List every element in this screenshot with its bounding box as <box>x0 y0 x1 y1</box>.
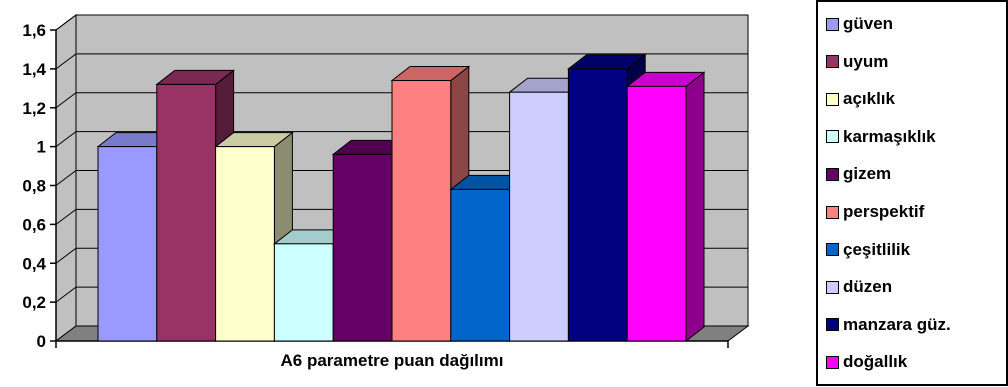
legend-item: uyum <box>826 50 888 74</box>
legend-swatch <box>826 280 839 294</box>
legend-label: doğallık <box>843 352 908 372</box>
legend-item: karmaşıklık <box>826 125 936 149</box>
legend-item: perspektif <box>826 200 924 224</box>
legend-label: güven <box>843 14 894 33</box>
y-tick-label: 1,2 <box>22 99 46 118</box>
y-tick-label: 0,4 <box>22 254 46 273</box>
bar-front <box>509 91 569 342</box>
legend-swatch <box>826 318 839 332</box>
legend-label: karmaşıklık <box>843 126 936 146</box>
legend-label: uyum <box>843 51 889 71</box>
legend-item: manzara güz. <box>826 313 951 337</box>
legend-label: çeşitlilik <box>843 239 911 259</box>
bar-front <box>97 146 158 342</box>
legend-item: düzen <box>826 275 892 299</box>
legend-swatch <box>826 243 839 257</box>
bars <box>96 53 706 343</box>
bar <box>625 71 706 343</box>
legend-label: perspektif <box>843 202 925 221</box>
legend-item: doğallık <box>826 350 907 374</box>
legend-swatch <box>826 17 839 31</box>
legend-item: çeşitlilik <box>826 238 910 262</box>
legend-item: açıklık <box>826 87 895 111</box>
bar-front <box>391 80 452 342</box>
chart-plot: 0 0,2 0,4 0,6 0,8 1 1,2 1,4 1,6 A6 parametre pua… <box>22 14 750 370</box>
legend-swatch <box>826 167 839 181</box>
legend-swatch <box>826 130 839 144</box>
legend-swatch <box>826 92 839 106</box>
y-tick-label: 1,4 <box>22 60 46 79</box>
bar-front <box>567 68 628 342</box>
legend-swatch <box>826 355 839 369</box>
legend-label: açıklık <box>843 89 895 109</box>
legend-label: manzara güz. <box>843 314 951 334</box>
y-tick-label: 1 <box>37 138 46 157</box>
legend-swatch <box>826 55 839 69</box>
bar-front <box>626 85 687 342</box>
legend-label: gizem <box>843 164 892 184</box>
legend-swatch <box>826 205 839 219</box>
bar-front <box>450 188 511 342</box>
legend-item: gizem <box>826 162 891 186</box>
y-tick-label: 0,2 <box>22 293 46 312</box>
y-tick-label: 0,6 <box>22 215 46 234</box>
y-tick-label: 0,8 <box>22 177 46 196</box>
gridline <box>55 53 748 70</box>
gridline <box>55 14 748 31</box>
legend: güven uyum açıklık karmaşıklık gizem perspekt… <box>816 0 1008 386</box>
y-tick-label: 0 <box>37 332 46 351</box>
bar-front <box>215 146 275 342</box>
bar-side <box>685 71 705 343</box>
legend-label: düzen <box>843 277 893 297</box>
bar-front <box>273 243 334 342</box>
bar-front <box>332 153 393 342</box>
y-tick-label: 1,6 <box>22 21 46 40</box>
bar-front <box>156 83 217 342</box>
legend-item: güven <box>826 12 893 36</box>
x-axis-title: A6 parametre puan dağılımı <box>281 351 504 370</box>
